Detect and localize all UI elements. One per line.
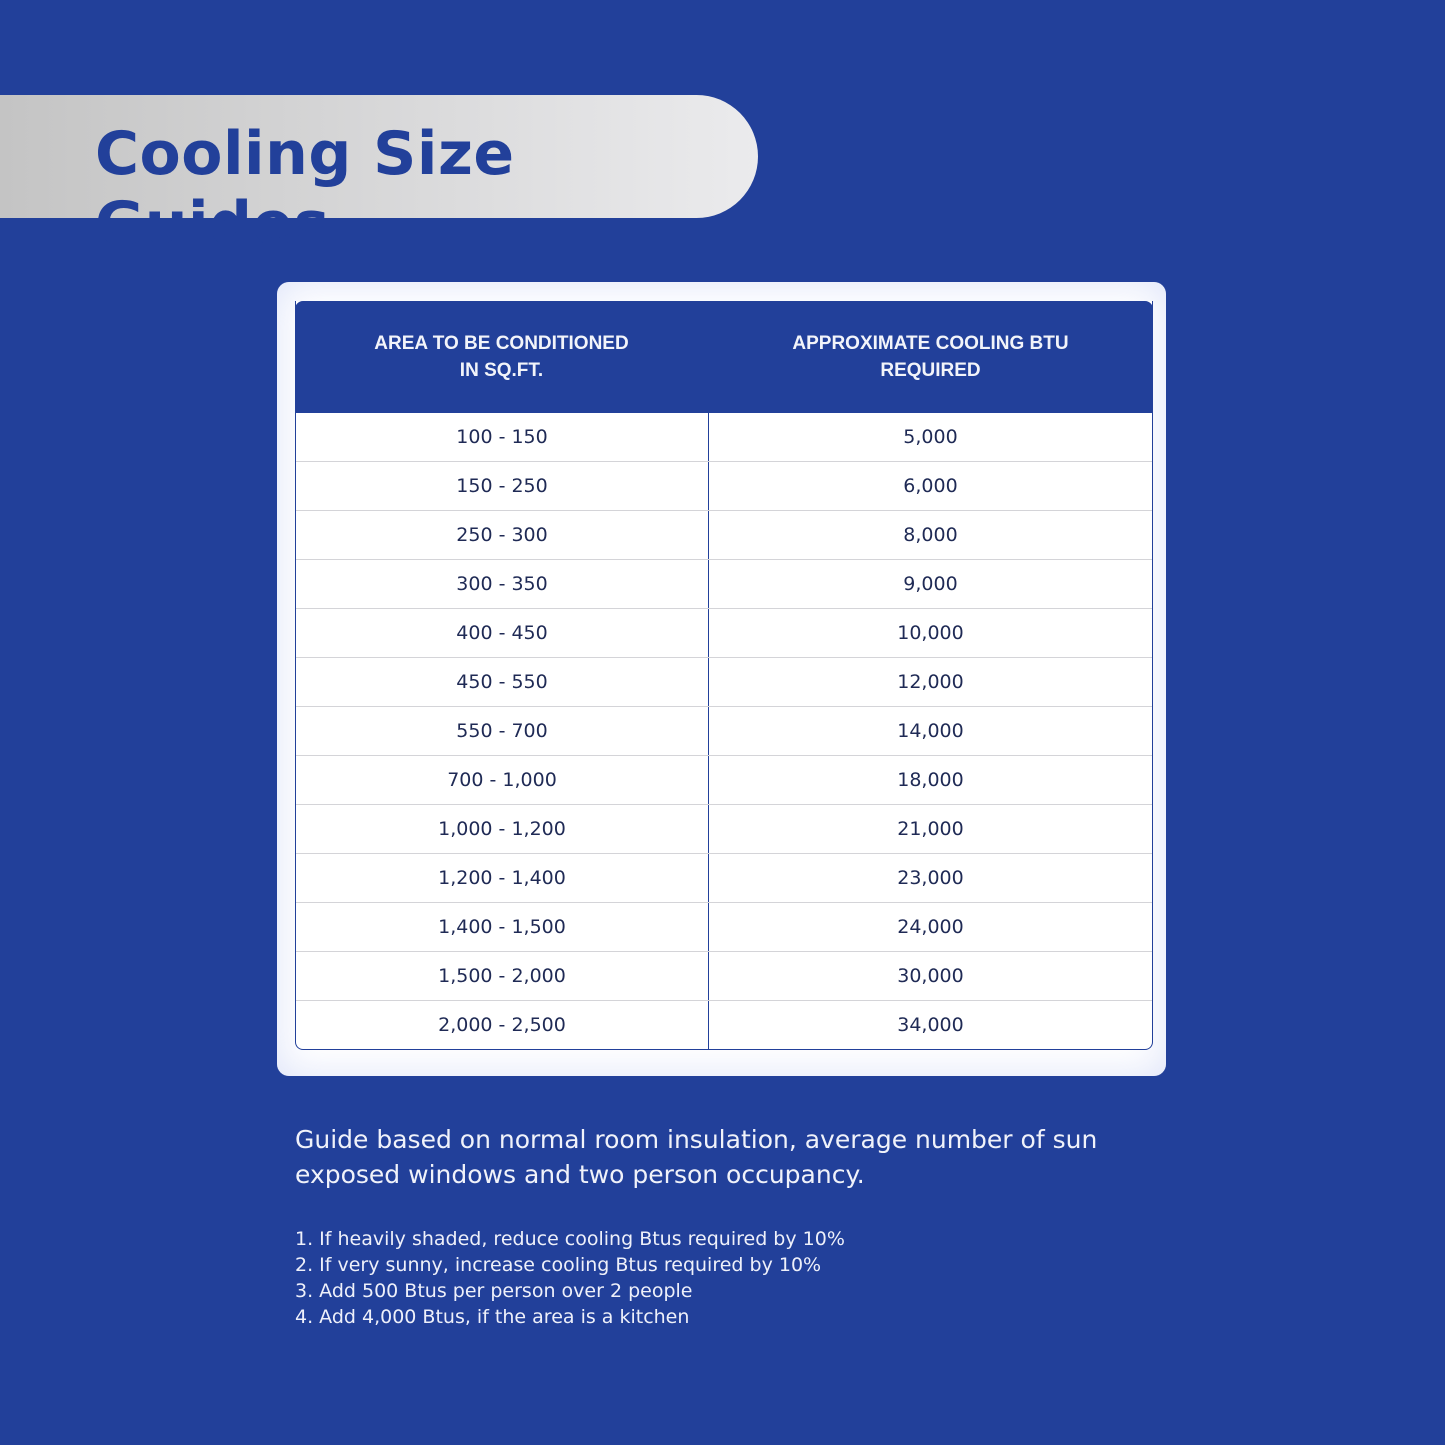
table-row: 1,200 - 1,400 23,000 [296, 853, 1152, 902]
page-title: Cooling Size Guides [95, 119, 515, 259]
column-header-btu: APPROXIMATE COOLING BTU REQUIRED [792, 333, 1069, 381]
table-row: 1,400 - 1,500 24,000 [296, 902, 1152, 951]
area-cell: 450 - 550 [296, 658, 709, 706]
title-banner: Cooling Size Guides [0, 95, 758, 259]
guide-note: Guide based on normal room insulation, a… [295, 1125, 1098, 1189]
table-row: 700 - 1,000 18,000 [296, 755, 1152, 804]
btu-cell: 6,000 [903, 475, 958, 497]
btu-cell: 5,000 [903, 426, 958, 448]
btu-cell: 9,000 [903, 573, 958, 595]
area-cell: 300 - 350 [296, 560, 709, 608]
table-row: 100 - 150 5,000 [296, 413, 1152, 461]
area-cell: 1,200 - 1,400 [296, 854, 709, 902]
area-cell: 400 - 450 [296, 609, 709, 657]
adjustment-item: 2. If very sunny, increase cooling Btus … [295, 1254, 822, 1276]
table-row: 150 - 250 6,000 [296, 461, 1152, 510]
btu-cell: 21,000 [897, 818, 964, 840]
area-cell: 250 - 300 [296, 511, 709, 559]
adjustment-item: 4. Add 4,000 Btus, if the area is a kitc… [295, 1306, 690, 1328]
btu-cell: 10,000 [897, 622, 964, 644]
table-row: 1,500 - 2,000 30,000 [296, 951, 1152, 1000]
cooling-table: AREA TO BE CONDITIONED IN SQ.FT. APPROXI… [295, 301, 1153, 1050]
btu-cell: 18,000 [897, 769, 964, 791]
area-cell: 150 - 250 [296, 462, 709, 510]
adjustment-list: 1. If heavily shaded, reduce cooling Btu… [295, 1226, 845, 1330]
btu-cell: 23,000 [897, 867, 964, 889]
btu-cell: 24,000 [897, 916, 964, 938]
area-cell: 700 - 1,000 [296, 756, 709, 804]
table-row: 550 - 700 14,000 [296, 706, 1152, 755]
table-row: 450 - 550 12,000 [296, 657, 1152, 706]
area-cell: 1,400 - 1,500 [296, 903, 709, 951]
area-cell: 1,500 - 2,000 [296, 952, 709, 1000]
adjustment-item: 1. If heavily shaded, reduce cooling Btu… [295, 1228, 845, 1250]
area-cell: 550 - 700 [296, 707, 709, 755]
table-row: 300 - 350 9,000 [296, 559, 1152, 608]
area-cell: 1,000 - 1,200 [296, 805, 709, 853]
column-header-area: AREA TO BE CONDITIONED IN SQ.FT. [374, 333, 629, 381]
table-row: 1,000 - 1,200 21,000 [296, 804, 1152, 853]
table-header: AREA TO BE CONDITIONED IN SQ.FT. APPROXI… [296, 301, 1152, 413]
area-cell: 100 - 150 [296, 413, 709, 461]
table-row: 400 - 450 10,000 [296, 608, 1152, 657]
btu-cell: 34,000 [897, 1014, 964, 1036]
area-cell: 2,000 - 2,500 [296, 1001, 709, 1049]
btu-cell: 14,000 [897, 720, 964, 742]
btu-cell: 30,000 [897, 965, 964, 987]
btu-cell: 8,000 [903, 524, 958, 546]
table-row: 2,000 - 2,500 34,000 [296, 1000, 1152, 1049]
adjustment-item: 3. Add 500 Btus per person over 2 people [295, 1280, 693, 1302]
table-row: 250 - 300 8,000 [296, 510, 1152, 559]
table-card: AREA TO BE CONDITIONED IN SQ.FT. APPROXI… [277, 282, 1166, 1076]
table-body: 100 - 150 5,000 150 - 250 6,000 250 - 300 8,0… [296, 413, 1152, 1049]
btu-cell: 12,000 [897, 671, 964, 693]
